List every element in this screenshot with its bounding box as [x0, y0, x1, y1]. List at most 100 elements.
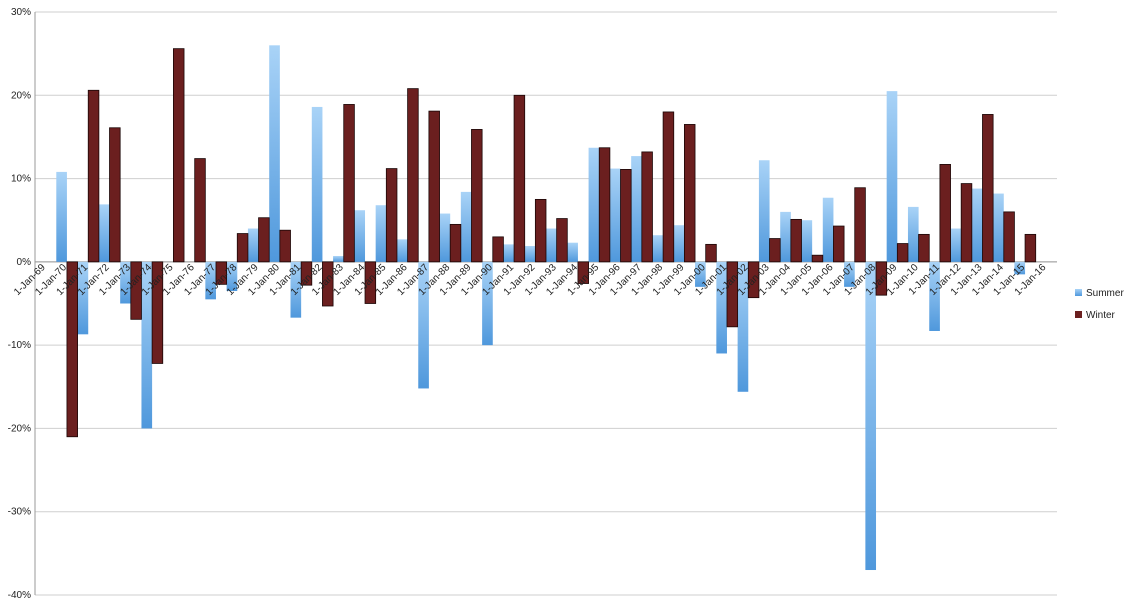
bar: [854, 187, 866, 263]
bar: [546, 228, 557, 262]
bar: [354, 210, 366, 262]
bar: [385, 168, 398, 263]
legend-swatch: [1075, 289, 1082, 296]
bar: [811, 254, 824, 263]
bar: [1024, 233, 1037, 263]
bar: [747, 261, 760, 299]
bar: [567, 242, 578, 262]
bar: [598, 147, 611, 263]
bar: [77, 261, 89, 335]
bar: [801, 220, 813, 262]
y-tick-label: 20%: [11, 90, 31, 101]
bar: [364, 261, 377, 304]
bar: [662, 111, 675, 263]
bar: [790, 218, 802, 263]
bar: [205, 261, 216, 300]
y-tick-label: -40%: [8, 590, 31, 601]
bar: [322, 261, 334, 307]
bar: [886, 91, 898, 262]
bar: [66, 261, 78, 438]
bar: [993, 193, 1004, 262]
bar: [641, 151, 653, 263]
legend-label: Winter: [1086, 310, 1116, 321]
y-tick-label: 10%: [11, 174, 31, 185]
bar: [215, 261, 228, 285]
bar: [875, 261, 888, 296]
legend-label: Summer: [1086, 288, 1124, 299]
y-tick-label: -10%: [8, 340, 31, 351]
bar: [780, 211, 791, 262]
y-tick-label: -30%: [8, 507, 31, 518]
bar: [705, 243, 717, 263]
bar: [492, 236, 504, 263]
bar: [673, 225, 685, 262]
bar: [194, 158, 206, 263]
bar: [98, 204, 110, 262]
bar: [428, 110, 440, 263]
bar: [695, 261, 706, 287]
bar: [460, 191, 472, 262]
bar: [396, 239, 408, 262]
bar: [343, 104, 355, 263]
bar: [513, 94, 526, 263]
bar: [971, 188, 983, 262]
bar: [258, 217, 270, 263]
bar: [290, 261, 302, 318]
bar: [56, 171, 67, 262]
bar: [588, 147, 600, 262]
bar: [1014, 261, 1026, 275]
bar: [896, 243, 909, 263]
bar: [716, 261, 727, 354]
bar: [333, 256, 344, 262]
bar: [236, 233, 249, 263]
bar: [418, 261, 429, 389]
bar: [471, 129, 483, 263]
bar: [482, 261, 493, 346]
bar: [683, 124, 696, 263]
bar: [141, 261, 153, 429]
bar: [631, 156, 642, 262]
bar: [109, 127, 121, 263]
bar: [769, 238, 781, 263]
bar: [247, 228, 259, 262]
y-tick-label: 0%: [17, 257, 32, 268]
bar: [833, 225, 845, 263]
bar: [524, 246, 536, 262]
bar: [918, 233, 930, 263]
y-tick-label: 30%: [11, 7, 31, 18]
bar: [130, 261, 142, 320]
bar: [151, 261, 164, 364]
legend-swatch: [1075, 311, 1082, 318]
bar: [226, 261, 238, 292]
bar: [534, 198, 547, 263]
bar: [609, 168, 621, 262]
bar: [300, 261, 313, 286]
bar: [556, 218, 568, 263]
bar: [865, 261, 877, 571]
bar: [503, 244, 515, 262]
bar: [311, 106, 323, 262]
bar: [120, 261, 131, 304]
bar: [726, 261, 739, 328]
bar: [907, 206, 919, 262]
bar: [960, 183, 973, 263]
bar: [844, 261, 855, 287]
bar: [620, 169, 632, 263]
bar: [279, 229, 291, 263]
bar: [758, 160, 770, 262]
bar: [407, 88, 419, 263]
bar: [939, 164, 951, 263]
bar: [439, 213, 451, 262]
bar: [577, 261, 589, 284]
bar: [1003, 211, 1015, 263]
bar: [375, 205, 387, 262]
bar: [269, 45, 280, 262]
bar: [652, 235, 664, 262]
bar: [929, 261, 940, 331]
bar: [737, 261, 749, 392]
bar: [950, 228, 962, 262]
bar: [172, 48, 185, 263]
bar: [87, 89, 100, 263]
y-tick-label: -20%: [8, 423, 31, 434]
